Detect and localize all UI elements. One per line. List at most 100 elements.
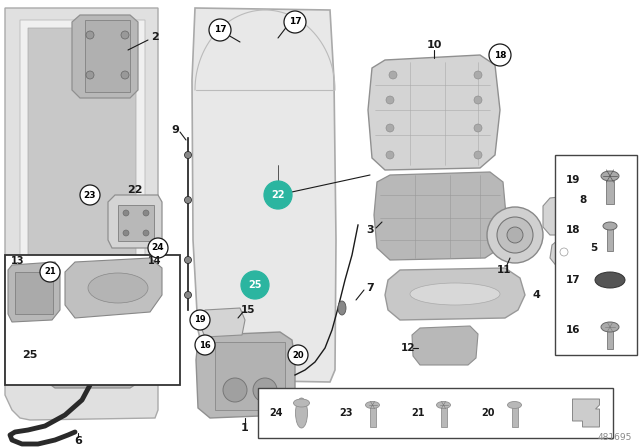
Polygon shape bbox=[28, 310, 158, 388]
Text: 25: 25 bbox=[22, 350, 38, 360]
Ellipse shape bbox=[436, 401, 451, 409]
Polygon shape bbox=[550, 238, 578, 270]
Ellipse shape bbox=[603, 222, 617, 230]
Bar bbox=[85, 20, 130, 92]
Circle shape bbox=[474, 71, 482, 79]
Circle shape bbox=[284, 11, 306, 33]
Text: 1: 1 bbox=[241, 423, 249, 433]
Text: 17: 17 bbox=[566, 275, 580, 285]
Bar bbox=[606, 176, 614, 204]
Polygon shape bbox=[368, 55, 500, 170]
Circle shape bbox=[288, 345, 308, 365]
Text: 22: 22 bbox=[127, 185, 143, 195]
Circle shape bbox=[489, 44, 511, 66]
Circle shape bbox=[264, 181, 292, 209]
Ellipse shape bbox=[601, 322, 619, 332]
Circle shape bbox=[121, 31, 129, 39]
Circle shape bbox=[474, 96, 482, 104]
Bar bbox=[258, 388, 613, 438]
Circle shape bbox=[121, 71, 129, 79]
Text: 12: 12 bbox=[401, 343, 415, 353]
Polygon shape bbox=[573, 399, 600, 427]
Circle shape bbox=[184, 292, 191, 298]
Text: 23: 23 bbox=[340, 408, 353, 418]
Text: 24: 24 bbox=[269, 408, 282, 418]
Text: 16: 16 bbox=[199, 340, 211, 349]
Ellipse shape bbox=[601, 171, 619, 181]
Text: 24: 24 bbox=[152, 244, 164, 253]
Bar bbox=[511, 405, 518, 427]
Circle shape bbox=[123, 210, 129, 216]
Text: 9: 9 bbox=[171, 125, 179, 135]
Text: 18: 18 bbox=[566, 225, 580, 235]
Text: 2: 2 bbox=[151, 32, 159, 42]
Circle shape bbox=[253, 378, 277, 402]
Ellipse shape bbox=[410, 283, 500, 305]
Circle shape bbox=[184, 257, 191, 263]
Text: 14: 14 bbox=[148, 256, 162, 266]
Bar bbox=[5, 255, 180, 385]
Text: 18: 18 bbox=[493, 51, 506, 60]
Circle shape bbox=[497, 217, 533, 253]
Polygon shape bbox=[8, 262, 60, 322]
Circle shape bbox=[474, 124, 482, 132]
Circle shape bbox=[223, 378, 247, 402]
Polygon shape bbox=[374, 172, 506, 260]
Circle shape bbox=[487, 207, 543, 263]
Ellipse shape bbox=[338, 301, 346, 315]
Ellipse shape bbox=[294, 399, 310, 407]
Circle shape bbox=[209, 19, 231, 41]
Polygon shape bbox=[192, 8, 336, 382]
Text: 19: 19 bbox=[194, 315, 206, 324]
Bar bbox=[607, 327, 613, 349]
Text: 17: 17 bbox=[214, 26, 227, 34]
Circle shape bbox=[123, 230, 129, 236]
Circle shape bbox=[143, 230, 149, 236]
Circle shape bbox=[389, 71, 397, 79]
Circle shape bbox=[474, 151, 482, 159]
Text: 7: 7 bbox=[366, 283, 374, 293]
Circle shape bbox=[184, 151, 191, 159]
Bar bbox=[15, 272, 53, 314]
Bar bbox=[440, 405, 447, 427]
Polygon shape bbox=[28, 28, 136, 283]
Circle shape bbox=[556, 244, 572, 260]
Text: 8: 8 bbox=[579, 195, 587, 205]
Text: 3: 3 bbox=[366, 225, 374, 235]
Polygon shape bbox=[196, 332, 295, 418]
Circle shape bbox=[190, 310, 210, 330]
Text: 13: 13 bbox=[12, 256, 25, 266]
Text: 25: 25 bbox=[248, 280, 262, 290]
Circle shape bbox=[386, 124, 394, 132]
Bar bbox=[215, 342, 285, 410]
Circle shape bbox=[386, 96, 394, 104]
Polygon shape bbox=[20, 20, 145, 295]
Bar bbox=[118, 205, 154, 241]
Polygon shape bbox=[72, 15, 138, 98]
Text: 19: 19 bbox=[566, 175, 580, 185]
Circle shape bbox=[195, 335, 215, 355]
Polygon shape bbox=[385, 268, 525, 320]
Text: 11: 11 bbox=[497, 265, 511, 275]
Text: 21: 21 bbox=[411, 408, 424, 418]
Text: 23: 23 bbox=[84, 190, 96, 199]
Polygon shape bbox=[108, 195, 162, 248]
Text: 4: 4 bbox=[532, 290, 540, 300]
Text: 10: 10 bbox=[426, 40, 442, 50]
Circle shape bbox=[80, 185, 100, 205]
Circle shape bbox=[86, 31, 94, 39]
Circle shape bbox=[507, 227, 523, 243]
Ellipse shape bbox=[365, 401, 380, 409]
Circle shape bbox=[560, 248, 568, 256]
Circle shape bbox=[184, 197, 191, 203]
Text: 481695: 481695 bbox=[598, 433, 632, 442]
Polygon shape bbox=[412, 326, 478, 365]
Text: 17: 17 bbox=[289, 17, 301, 26]
Circle shape bbox=[86, 71, 94, 79]
Text: 20: 20 bbox=[292, 350, 304, 359]
Polygon shape bbox=[65, 258, 162, 318]
Polygon shape bbox=[200, 308, 245, 337]
Text: 20: 20 bbox=[482, 408, 495, 418]
Ellipse shape bbox=[296, 398, 307, 428]
Bar bbox=[555, 155, 637, 355]
